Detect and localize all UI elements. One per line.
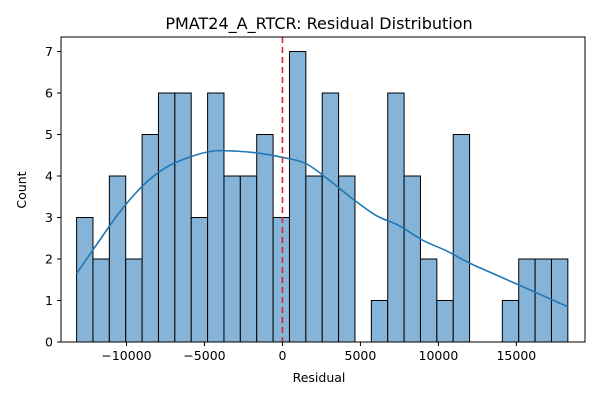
histogram-bar bbox=[256, 134, 274, 343]
x-tick-label: 0 bbox=[278, 348, 286, 363]
x-axis-ticks: −10000 −5000 0 5000 10000 15000 bbox=[101, 342, 536, 363]
chart-title: PMAT24_A_RTCR: Residual Distribution bbox=[165, 14, 472, 34]
histogram-bar bbox=[272, 217, 290, 343]
histogram-bar bbox=[190, 217, 209, 343]
histogram-bar bbox=[387, 92, 405, 343]
histogram-bar bbox=[141, 134, 159, 343]
x-tick-label: −10000 bbox=[101, 348, 151, 363]
histogram-bar bbox=[239, 175, 258, 343]
histogram-bar bbox=[403, 175, 421, 343]
y-tick-label: 6 bbox=[45, 86, 53, 101]
histogram-bar bbox=[321, 92, 340, 343]
x-tick-label: 5000 bbox=[345, 348, 377, 363]
y-tick-label: 2 bbox=[45, 252, 53, 267]
histogram-bar bbox=[452, 134, 471, 343]
histogram-bar bbox=[419, 258, 438, 343]
x-tick-label: 15000 bbox=[496, 348, 536, 363]
kde-curve bbox=[75, 149, 569, 308]
plot-frame bbox=[60, 36, 586, 343]
histogram-bar bbox=[338, 175, 356, 343]
histogram-bar bbox=[125, 258, 143, 343]
histogram-bar bbox=[76, 217, 94, 343]
y-tick-label: 1 bbox=[45, 293, 53, 308]
x-axis-label: Residual bbox=[293, 370, 346, 385]
histogram-bar bbox=[207, 92, 225, 343]
y-tick-label: 0 bbox=[45, 335, 53, 350]
histogram-bar bbox=[518, 258, 536, 343]
histogram-bar bbox=[534, 258, 552, 343]
histogram-bar bbox=[157, 92, 176, 343]
y-tick-label: 3 bbox=[45, 210, 53, 225]
y-axis-ticks: 0 1 2 3 4 5 6 7 bbox=[45, 44, 61, 350]
histogram-bar bbox=[370, 300, 389, 343]
x-tick-label: −5000 bbox=[183, 348, 225, 363]
plot-area bbox=[75, 37, 569, 343]
y-tick-label: 7 bbox=[45, 44, 53, 59]
y-axis-label: Count bbox=[14, 171, 29, 208]
histogram-bar bbox=[305, 175, 323, 343]
histogram-bar bbox=[436, 300, 454, 343]
histogram-bar bbox=[108, 175, 127, 343]
y-tick-label: 5 bbox=[45, 127, 53, 142]
histogram-bar bbox=[501, 300, 520, 343]
histogram-bar bbox=[288, 51, 307, 343]
histogram-bar bbox=[174, 92, 192, 343]
x-tick-label: 10000 bbox=[419, 348, 459, 363]
histogram-bar bbox=[92, 258, 110, 343]
histogram-bar bbox=[223, 175, 241, 343]
y-tick-label: 4 bbox=[45, 169, 53, 184]
